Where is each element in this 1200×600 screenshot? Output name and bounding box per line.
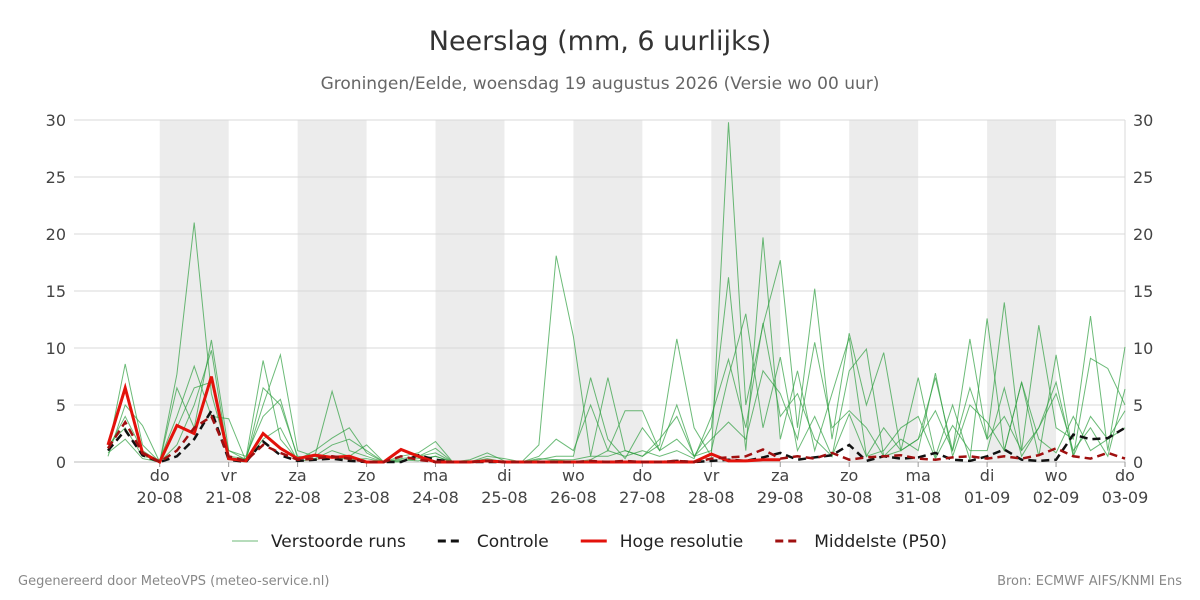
x-tick-label: vr 28-08 [688,466,735,507]
x-tick-label-line: 30-08 [826,488,873,507]
x-tick-label: di 25-08 [481,466,528,507]
x-tick-label-line: 01-09 [964,488,1011,507]
series-line [106,414,1126,464]
x-tick-label: zo 30-08 [826,466,873,507]
x-tick-label: ma 31-08 [895,466,942,507]
legend-label: Middelste (P50) [814,532,947,552]
x-tick-label-line: 21-08 [205,488,252,507]
y-tick-label-right: 10 [1133,339,1153,358]
x-tick-label-line: 28-08 [688,488,735,507]
x-tick-label: ma 24-08 [412,466,459,507]
x-tick-label-line: di [497,466,512,485]
x-tick-label: do 03-09 [1102,466,1149,507]
x-tick-label: wo 26-08 [550,466,597,507]
x-tick-label-line: 31-08 [895,488,942,507]
ensemble-line [107,222,1126,464]
ensemble-line [107,122,1126,463]
series-line [107,407,1126,464]
y-tick-label-right: 20 [1133,225,1153,244]
y-tick-label: 25 [46,168,66,187]
x-tick-label-line: zo [840,466,858,485]
footer-left: Gegenereerd door MeteoVPS (meteo-service… [18,574,329,589]
x-tick-label-line: za [289,466,307,485]
footer-right: Bron: ECMWF AIFS/KNMI Ens [997,574,1182,589]
x-tick-label-line: di [980,466,995,485]
y-tick-label: 30 [46,111,66,130]
y-tick-label: 5 [56,396,66,415]
x-tick-label-line: 24-08 [412,488,459,507]
chart-title: Neerslag (mm, 6 uurlijks) [429,26,771,57]
y-tick-label-right: 30 [1133,111,1153,130]
y-tick-label: 10 [46,339,66,358]
x-tick-label-line: 27-08 [619,488,666,507]
x-tick-label: za 29-08 [757,466,804,507]
chart-subtitle: Groningen/Eelde, woensdag 19 augustus 20… [321,74,880,94]
legend-label: Hoge resolutie [620,532,744,552]
x-tick-label: vr 21-08 [205,466,252,507]
x-tick-label-line: 22-08 [274,488,321,507]
x-tick-label-line: ma [905,466,930,485]
x-tick-label-line: do [150,466,170,485]
x-tick-label-line: do [632,466,652,485]
x-tick-label-line: vr [221,466,237,485]
x-tick-label: wo 02-09 [1033,466,1080,507]
x-tick-label-line: wo [562,466,585,485]
legend-label: Controle [477,532,549,552]
ensemble-line [107,342,1126,463]
x-tick-label-line: ma [423,466,448,485]
y-tick-label: 15 [46,282,66,301]
x-tick-label-line: do [1115,466,1135,485]
x-tick-label-line: za [771,466,789,485]
y-tick-label-right: 5 [1133,396,1143,415]
x-tick-label-line: 23-08 [343,488,390,507]
y-tick-label-right: 0 [1133,453,1143,472]
y-tick-label-right: 15 [1133,282,1153,301]
x-tick-label: do 20-08 [136,466,183,507]
x-tick-label-line: 02-09 [1033,488,1080,507]
x-tick-label-line: 20-08 [136,488,183,507]
x-tick-label: do 27-08 [619,466,666,507]
y-tick-label: 20 [46,225,66,244]
x-tick-label: za 22-08 [274,466,321,507]
x-tick-label-line: 25-08 [481,488,528,507]
x-tick-label: di 01-09 [964,466,1011,507]
y-tick-label: 0 [56,453,66,472]
x-tick-label-line: 26-08 [550,488,597,507]
legend-label: Verstoorde runs [271,532,406,552]
x-tick-label-line: vr [703,466,719,485]
x-tick-label-line: wo [1045,466,1068,485]
x-tick-label: zo 23-08 [343,466,390,507]
x-tick-label-line: 29-08 [757,488,804,507]
x-tick-label-line: 03-09 [1102,488,1149,507]
x-tick-label-line: zo [357,466,375,485]
y-tick-label-right: 25 [1133,168,1153,187]
